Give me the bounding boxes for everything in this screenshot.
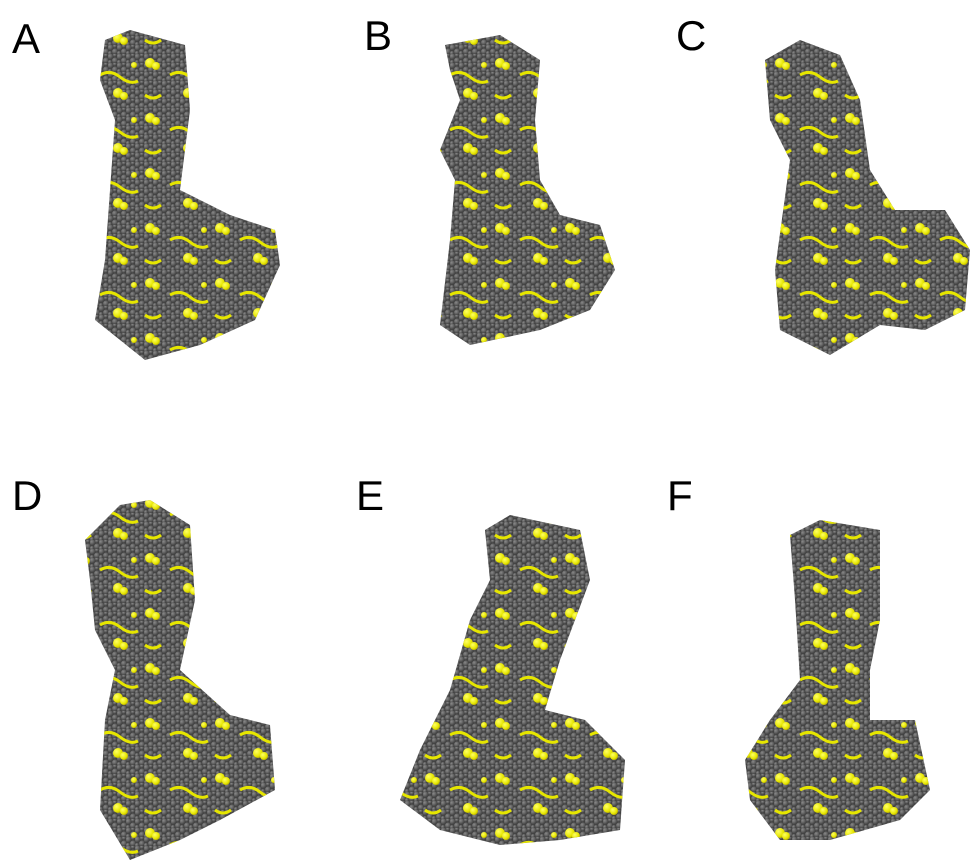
- figure: A B C D E F: [0, 0, 972, 863]
- panel-label: C: [676, 12, 706, 59]
- protein-c: [765, 40, 970, 355]
- panel-label: A: [12, 15, 40, 62]
- protein-f: [745, 520, 930, 840]
- panel-label: F: [667, 472, 693, 519]
- protein-a: [95, 30, 280, 360]
- panel-label: E: [356, 472, 384, 519]
- protein-b: [440, 35, 615, 345]
- panel-label: B: [364, 12, 392, 59]
- panel-label: D: [12, 472, 42, 519]
- page: A B C D E F (() => { const data = JSON.p…: [0, 0, 972, 863]
- protein-e: [400, 515, 625, 845]
- protein-d: [85, 500, 275, 860]
